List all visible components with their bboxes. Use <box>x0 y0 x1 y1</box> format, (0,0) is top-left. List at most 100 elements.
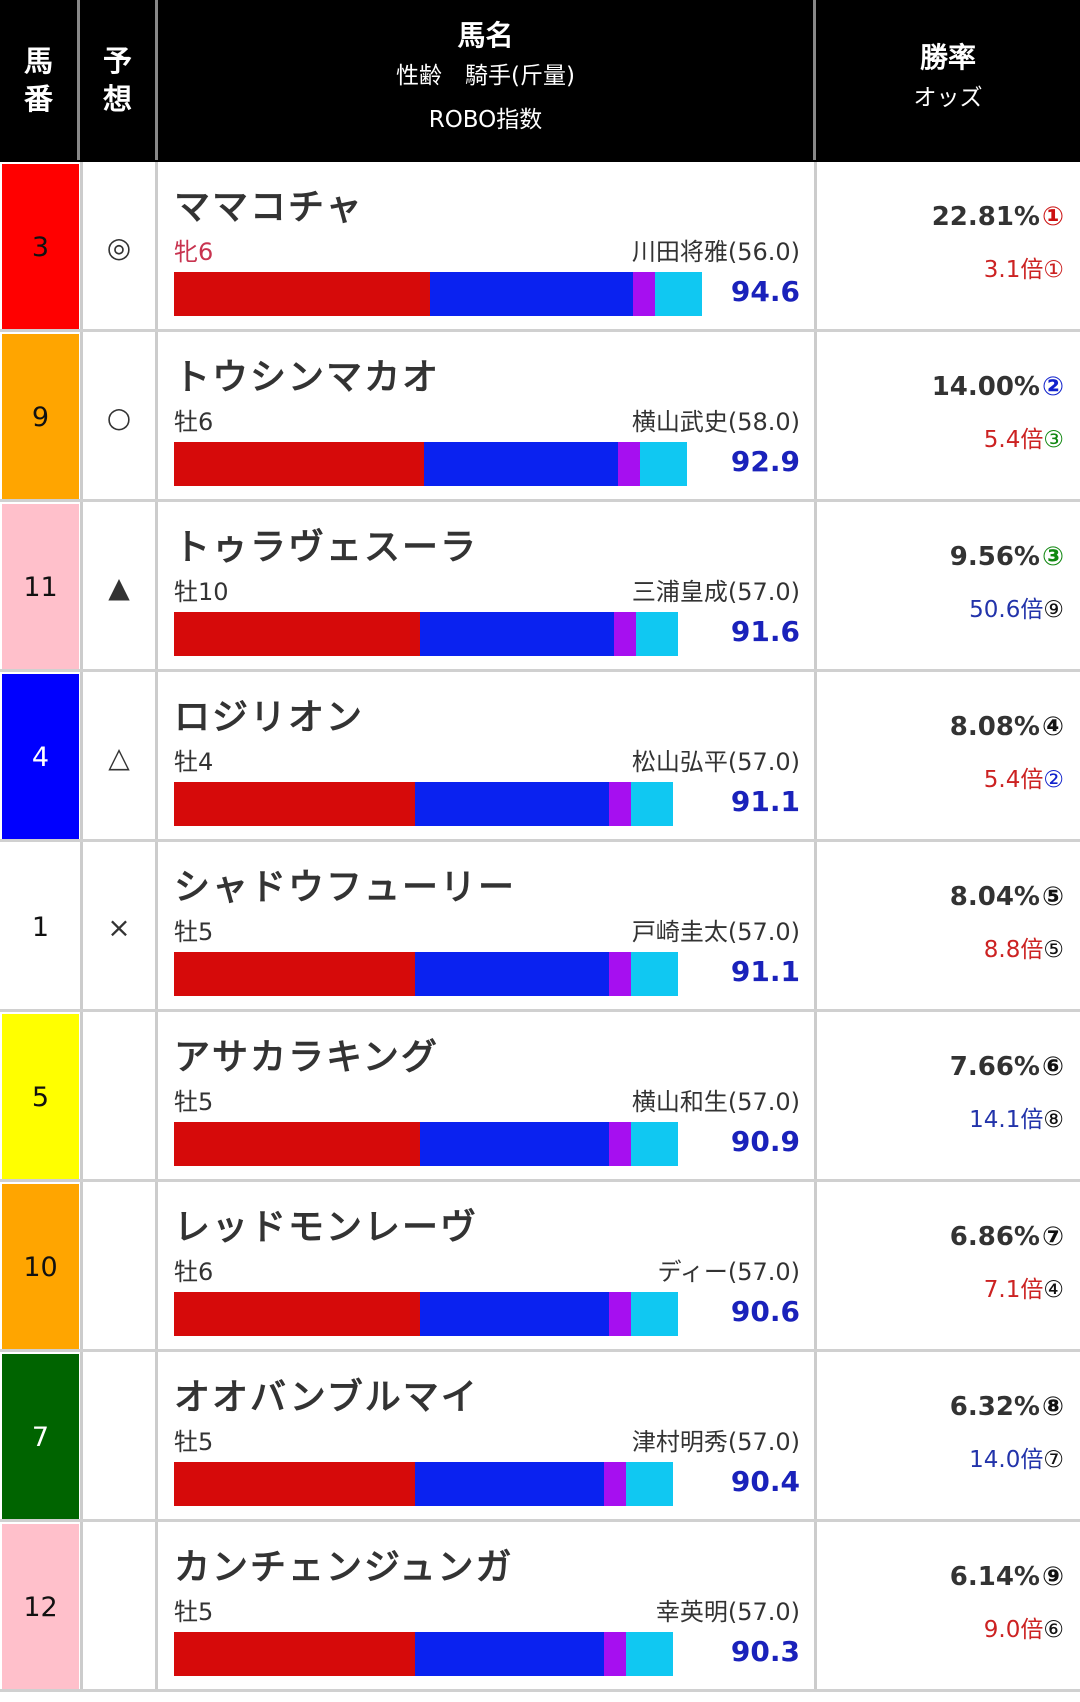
horse-name[interactable]: オオバンブルマイ <box>174 1377 479 1418</box>
win-rate-value: 8.04% <box>949 882 1040 912</box>
robo-bar-segment-purple <box>609 782 631 826</box>
horse-row[interactable]: 7 オオバンブルマイ 牡5 津村明秀(57.0) 90.4 6.32%⑧ 14.0倍⑦ <box>0 1352 1080 1522</box>
gate-number-cell: 3 <box>2 164 79 330</box>
prediction-mark-cell: ▲ <box>80 502 158 672</box>
column-divider <box>80 332 83 502</box>
horse-info-cell[interactable]: レッドモンレーヴ 牡6 ディー(57.0) 90.6 <box>158 1182 816 1352</box>
robo-bar-segment-cyan <box>631 1122 678 1166</box>
horse-number: 11 <box>23 571 58 603</box>
header-horse-col[interactable]: 馬名 性齢 騎手(斤量) ROBO指数 <box>158 0 816 160</box>
horse-number: 3 <box>31 231 50 263</box>
horse-row[interactable]: 5 アサカラキング 牡5 横山和生(57.0) 90.9 7.66%⑥ 14.1倍⑧ <box>0 1012 1080 1182</box>
robo-bar-segment-red <box>174 1462 415 1506</box>
robo-index-bar <box>174 272 702 316</box>
prediction-mark-cell: × <box>80 842 158 1012</box>
winrate-odds-cell: 6.14%⑨ 9.0倍⑥ <box>816 1522 1080 1692</box>
header-horse-name-label: 馬名 <box>457 19 514 52</box>
robo-index-bar <box>174 1292 678 1336</box>
robo-index-value: 90.4 <box>730 1465 800 1498</box>
robo-bar-segment-red <box>174 1632 415 1676</box>
win-rank-badge: ⑤ <box>1041 882 1064 912</box>
horse-info-cell[interactable]: トゥラヴェスーラ 牡10 三浦皇成(57.0) 91.6 <box>158 502 816 672</box>
robo-bar-segment-purple <box>614 612 636 656</box>
horse-row[interactable]: 1 × シャドウフューリー 牡5 戸崎圭太(57.0) 91.1 8.04%⑤ 8.8倍⑤ <box>0 842 1080 1012</box>
sex-age: 牡10 <box>174 578 229 606</box>
horse-row[interactable]: 4 △ ロジリオン 牡4 松山弘平(57.0) 91.1 8.08%④ 5.4倍② <box>0 672 1080 842</box>
column-divider <box>814 1012 817 1182</box>
gate-number-cell: 9 <box>2 334 79 500</box>
robo-bar-segment-blue <box>420 1122 609 1166</box>
robo-bar-segment-cyan <box>626 1462 673 1506</box>
horse-info-cell[interactable]: ロジリオン 牡4 松山弘平(57.0) 91.1 <box>158 672 816 842</box>
robo-index-bar <box>174 782 673 826</box>
column-divider <box>814 332 817 502</box>
robo-index-bar <box>174 612 678 656</box>
robo-index-bar <box>174 952 678 996</box>
sex-age: 牡6 <box>174 1258 214 1286</box>
horse-name[interactable]: ロジリオン <box>174 697 365 738</box>
win-rate: 6.14%⑨ <box>950 1562 1064 1592</box>
column-divider <box>155 672 158 842</box>
horse-row[interactable]: 3 ◎ ママコチャ 牝6 川田将雅(56.0) 94.6 22.81%① 3.1倍① <box>0 162 1080 332</box>
odds: 14.0倍⑦ <box>969 1440 1064 1474</box>
robo-bar-segment-blue <box>420 612 614 656</box>
odds-value: 5.4倍 <box>983 427 1044 453</box>
winrate-odds-cell: 8.08%④ 5.4倍② <box>816 672 1080 842</box>
horse-info-cell[interactable]: ママコチャ 牝6 川田将雅(56.0) 94.6 <box>158 162 816 332</box>
column-divider <box>80 1012 83 1182</box>
robo-bar-segment-purple <box>633 272 655 316</box>
horse-info-cell[interactable]: オオバンブルマイ 牡5 津村明秀(57.0) 90.4 <box>158 1352 816 1522</box>
odds: 5.4倍② <box>984 760 1064 794</box>
robo-bar-segment-cyan <box>631 782 673 826</box>
prediction-mark: × <box>107 910 131 944</box>
robo-bar-segment-blue <box>430 272 633 316</box>
odds: 3.1倍① <box>984 250 1064 284</box>
column-divider <box>814 1182 817 1352</box>
odds: 9.0倍⑥ <box>984 1610 1064 1644</box>
horse-info-cell[interactable]: カンチェンジュンガ 牡5 幸英明(57.0) 90.3 <box>158 1522 816 1692</box>
win-rate-value: 6.14% <box>949 1562 1040 1592</box>
column-divider <box>155 1352 158 1522</box>
horse-name[interactable]: カンチェンジュンガ <box>174 1547 514 1588</box>
header-prediction-col[interactable]: 予 想 <box>80 0 158 160</box>
horse-number: 12 <box>23 1591 58 1623</box>
win-rank-badge: ③ <box>1041 542 1064 572</box>
odds-rank-badge: ⑦ <box>1043 1447 1064 1473</box>
win-rank-badge: ② <box>1041 372 1064 402</box>
robo-bar-segment-blue <box>424 442 618 486</box>
horse-row[interactable]: 11 ▲ トゥラヴェスーラ 牡10 三浦皇成(57.0) 91.6 9.56%③ 50.6倍⑨ <box>0 502 1080 672</box>
header-winrate-col[interactable]: 勝率 オッズ <box>816 0 1080 160</box>
jockey-weight: 津村明秀(57.0) <box>631 1428 800 1456</box>
horse-info-cell[interactable]: アサカラキング 牡5 横山和生(57.0) 90.9 <box>158 1012 816 1182</box>
horse-name[interactable]: トウシンマカオ <box>174 357 441 398</box>
robo-bar-segment-purple <box>609 1292 631 1336</box>
prediction-mark-cell <box>80 1182 158 1352</box>
win-rate: 7.66%⑥ <box>950 1052 1064 1082</box>
robo-bar-segment-blue <box>415 1462 604 1506</box>
horse-number: 7 <box>31 1421 50 1453</box>
column-divider <box>80 502 83 672</box>
horse-name[interactable]: トゥラヴェスーラ <box>174 527 479 568</box>
horse-name[interactable]: レッドモンレーヴ <box>174 1207 479 1248</box>
prediction-mark-cell <box>80 1522 158 1692</box>
horse-name[interactable]: ママコチャ <box>174 187 364 228</box>
horse-number: 9 <box>31 401 50 433</box>
win-rate: 6.32%⑧ <box>950 1392 1064 1422</box>
horse-info-cell[interactable]: シャドウフューリー 牡5 戸崎圭太(57.0) 91.1 <box>158 842 816 1012</box>
header-number-col[interactable]: 馬 番 <box>0 0 80 160</box>
robo-index-bar <box>174 1632 673 1676</box>
horse-info-cell[interactable]: トウシンマカオ 牡6 横山武史(58.0) 92.9 <box>158 332 816 502</box>
winrate-odds-cell: 7.66%⑥ 14.1倍⑧ <box>816 1012 1080 1182</box>
prediction-mark: ◎ <box>106 230 132 264</box>
horse-row[interactable]: 9 ○ トウシンマカオ 牡6 横山武史(58.0) 92.9 14.00%② 5.4倍③ <box>0 332 1080 502</box>
horse-row[interactable]: 12 カンチェンジュンガ 牡5 幸英明(57.0) 90.3 6.14%⑨ 9.0倍⑥ <box>0 1522 1080 1692</box>
odds-value: 9.0倍 <box>983 1617 1044 1643</box>
horse-name[interactable]: シャドウフューリー <box>174 867 517 908</box>
column-divider <box>80 1352 83 1522</box>
robo-bar-segment-red <box>174 442 424 486</box>
robo-bar-segment-blue <box>415 782 609 826</box>
robo-bar-segment-red <box>174 1292 420 1336</box>
horse-name[interactable]: アサカラキング <box>174 1037 439 1078</box>
gate-number-cell: 10 <box>2 1184 79 1350</box>
horse-row[interactable]: 10 レッドモンレーヴ 牡6 ディー(57.0) 90.6 6.86%⑦ 7.1倍④ <box>0 1182 1080 1352</box>
